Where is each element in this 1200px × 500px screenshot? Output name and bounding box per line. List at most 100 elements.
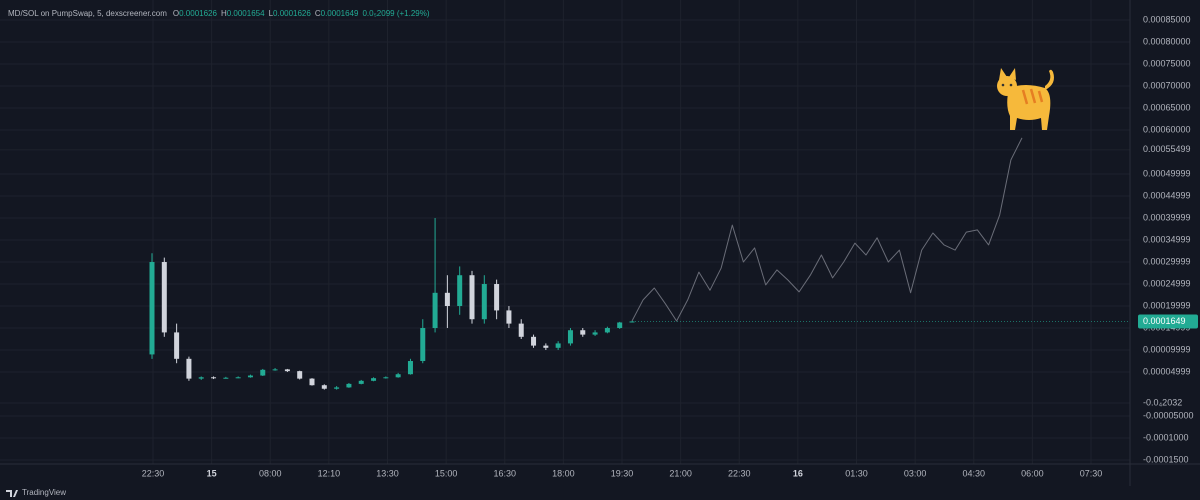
candle-body xyxy=(198,377,204,379)
ohlc-key: C xyxy=(315,9,321,18)
candle-body xyxy=(555,343,561,348)
ohlc-value: 0.0001654 xyxy=(227,9,265,18)
y-tick-label: 0.00060000 xyxy=(1143,124,1191,134)
candle-body xyxy=(297,371,303,379)
y-tick-label: 0.00004999 xyxy=(1143,366,1191,376)
candle-body xyxy=(186,358,192,379)
candle-body xyxy=(346,383,352,388)
candle-body xyxy=(407,361,413,375)
y-tick-label: 0.00044999 xyxy=(1143,190,1191,200)
candle-body xyxy=(444,292,450,307)
candle-body xyxy=(617,322,623,329)
candle-body xyxy=(531,336,537,346)
y-tick-label: 0.00029999 xyxy=(1143,256,1191,266)
candle-body xyxy=(580,330,586,335)
candle-body xyxy=(494,284,500,311)
y-tick-label: -0.0₄2032 xyxy=(1143,397,1182,407)
x-tick-label: 15 xyxy=(207,468,217,478)
candle-body xyxy=(432,292,438,329)
candle-body xyxy=(309,378,315,386)
y-tick-label: -0.0001000 xyxy=(1143,432,1189,442)
axes: 0.00085000 0.00080000 0.00075000 0.00070000… xyxy=(142,14,1198,478)
x-tick-label: 08:00 xyxy=(259,468,282,478)
x-tick-label: 15:00 xyxy=(435,468,458,478)
y-tick-label: 0.00070000 xyxy=(1143,80,1191,90)
x-tick-label: 04:30 xyxy=(962,468,985,478)
footer-bar xyxy=(0,486,1200,500)
candle-body xyxy=(247,375,253,378)
y-tick-label: 0.00019999 xyxy=(1143,300,1191,310)
y-tick-label: 0.00049999 xyxy=(1143,168,1191,178)
candle-body xyxy=(223,377,229,379)
x-tick-label: 07:30 xyxy=(1080,468,1103,478)
y-tick-label: 0.00024999 xyxy=(1143,278,1191,288)
candle-body xyxy=(211,377,217,379)
x-tick-label: 21:00 xyxy=(669,468,692,478)
ohlc-key: L xyxy=(269,9,274,18)
grid xyxy=(0,0,1130,464)
last-price-box xyxy=(1138,314,1198,329)
ohlc-value: 0.0001649 xyxy=(321,9,359,18)
candle-body xyxy=(383,377,389,379)
tv-logo xyxy=(6,490,18,497)
x-tick-label: 22:30 xyxy=(728,468,751,478)
candle-body xyxy=(284,369,290,372)
candle-body xyxy=(481,284,487,320)
x-tick-label: 12:10 xyxy=(318,468,341,478)
x-tick-label: 16:30 xyxy=(493,468,516,478)
ohlc-key: O xyxy=(173,9,179,18)
footer: TradingView xyxy=(0,486,1200,500)
candle-body xyxy=(543,345,549,348)
plot xyxy=(149,137,1130,390)
candle-body xyxy=(371,378,377,381)
ohlc-value: 0.0001626 xyxy=(273,9,311,18)
ohlc-value: 0.0001626 xyxy=(179,9,217,18)
x-tick-label: 03:00 xyxy=(904,468,927,478)
candle-body xyxy=(629,321,635,323)
candle-body xyxy=(506,310,512,324)
x-tick-label: 18:00 xyxy=(552,468,575,478)
candle-body xyxy=(321,385,327,389)
candle-body xyxy=(457,275,463,307)
y-tick-label: 0.00009999 xyxy=(1143,344,1191,354)
candle-body xyxy=(395,374,401,378)
candle-body xyxy=(567,330,573,344)
candle-body xyxy=(235,377,241,379)
x-tick-label: 06:00 xyxy=(1021,468,1044,478)
y-tick-label: 0.00034999 xyxy=(1143,234,1191,244)
candle-body xyxy=(174,332,180,359)
x-tick-label: 22:30 xyxy=(142,468,165,478)
y-tick-label: 0.00080000 xyxy=(1143,36,1191,46)
candle-body xyxy=(149,262,155,355)
candle-body xyxy=(469,275,475,320)
candle-body xyxy=(272,369,278,371)
candle-body xyxy=(592,332,598,335)
x-tick-label: 01:30 xyxy=(845,468,868,478)
y-tick-label: 0.00065000 xyxy=(1143,102,1191,112)
x-tick-label: 19:30 xyxy=(611,468,634,478)
x-tick-label: 16 xyxy=(793,468,803,478)
header: MD/SOL on PumpSwap, 5, dexscreener.com O0… xyxy=(8,9,430,18)
change: 0.0₅2099 (+1.29%) xyxy=(362,9,429,18)
y-tick-label: -0.00005000 xyxy=(1143,410,1194,420)
y-tick-label: -0.0001500 xyxy=(1143,454,1189,464)
candle-body xyxy=(260,369,266,376)
candle-body xyxy=(358,380,364,384)
watermark: TradingView xyxy=(22,488,66,497)
x-tick-label: 13:30 xyxy=(376,468,399,478)
y-tick-label: 0.00055499 xyxy=(1143,144,1191,154)
candle-body xyxy=(334,387,340,389)
candle-body xyxy=(161,262,167,333)
candle-body xyxy=(604,328,610,333)
legend-header: MD/SOL on PumpSwap, 5, dexscreener.com O0… xyxy=(8,9,430,18)
cat-icon xyxy=(997,68,1054,130)
candle-body xyxy=(518,323,524,337)
y-tick-label: 0.00039999 xyxy=(1143,212,1191,222)
candle-body xyxy=(420,328,426,362)
ohlc-key: H xyxy=(221,9,227,18)
y-tick-label: 0.00085000 xyxy=(1143,14,1191,24)
last-price-label: 0.0001649 xyxy=(1143,316,1186,326)
